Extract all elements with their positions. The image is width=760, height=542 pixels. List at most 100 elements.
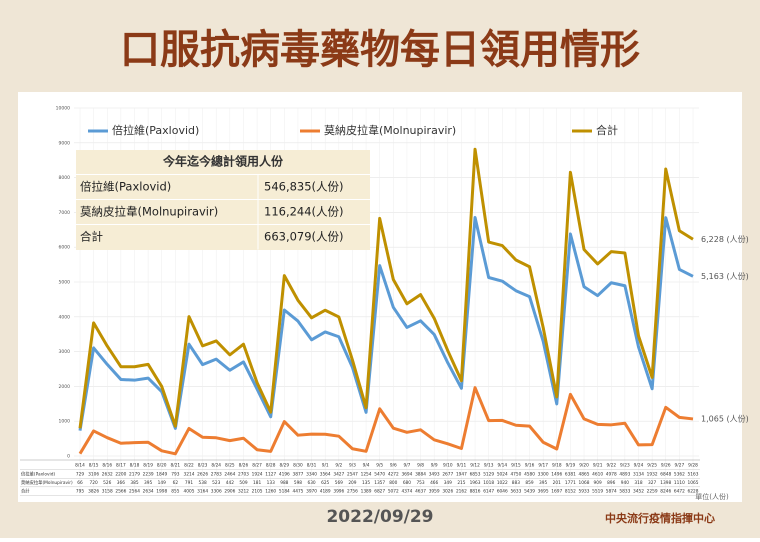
table-cell: 791 (185, 480, 193, 486)
x-tick-label: 9/1 (322, 463, 329, 469)
table-cell: 720 (90, 480, 98, 486)
x-tick-label: 8/22 (184, 463, 194, 469)
table-cell: 538 (198, 480, 206, 486)
table-cell: 6827 (374, 489, 385, 495)
x-tick-label: 9/17 (538, 463, 548, 469)
table-cell: 1254 (361, 472, 372, 478)
table-cell: 988 (280, 480, 288, 486)
table-cell: 3959 (429, 489, 440, 495)
table-cell: 753 (416, 480, 424, 486)
series-line (78, 386, 694, 456)
table-cell: 2547 (347, 472, 358, 478)
table-cell: 2259 (647, 489, 658, 495)
table-cell: 795 (76, 489, 84, 495)
x-tick-label: 9/10 (443, 463, 453, 469)
table-row-label: 合計 (21, 488, 30, 495)
table-cell: 2632 (102, 472, 113, 478)
summary-value: 663,079(人份) (264, 230, 344, 244)
table-cell: 8816 (470, 489, 481, 495)
table-cell: 1018 (483, 480, 494, 486)
table-cell: 62 (173, 480, 179, 486)
table-cell: 4475 (292, 489, 303, 495)
x-tick-label: 9/27 (675, 463, 685, 469)
table-cell: 1357 (374, 480, 385, 486)
table-cell: 630 (307, 480, 315, 486)
table-cell: 1022 (497, 480, 508, 486)
x-tick-label: 9/22 (606, 463, 616, 469)
table-cell: 466 (430, 480, 438, 486)
table-cell: 3452 (633, 489, 644, 495)
table-cell: 1924 (252, 472, 263, 478)
table-cell: 729 (76, 472, 84, 478)
table-cell: 1771 (565, 480, 576, 486)
table-cell: 4196 (279, 472, 290, 478)
summary-name: 莫納皮拉韋(Molnupiravir) (80, 205, 218, 219)
table-cell: 4374 (401, 489, 412, 495)
table-cell: 3106 (88, 472, 99, 478)
table-cell: 327 (648, 480, 656, 486)
x-tick-label: 8/19 (143, 463, 153, 469)
x-tick-label: 9/18 (552, 463, 562, 469)
x-tick-label: 9/2 (335, 463, 342, 469)
table-cell: 2464 (224, 472, 235, 478)
table-cell: 3694 (401, 472, 412, 478)
table-cell: 3884 (415, 472, 426, 478)
table-cell: 4005 (184, 489, 195, 495)
date: 2022/09/29 (326, 507, 433, 527)
x-tick-label: 9/25 (647, 463, 657, 469)
x-tick-label: 8/15 (89, 463, 99, 469)
x-tick-label: 8/21 (171, 463, 181, 469)
table-cell: 3306 (211, 489, 222, 495)
end-label: 5,163 (人份) (701, 271, 749, 281)
table-cell: 8246 (660, 489, 671, 495)
unit-label: 單位(人份) (695, 492, 729, 501)
series-line (78, 216, 694, 431)
table-cell: 1963 (470, 480, 481, 486)
table-row-label: 莫納皮拉韋(Molnupiravir) (21, 479, 73, 486)
table-cell: 4865 (579, 472, 590, 478)
end-label: 1,065 (人份) (701, 413, 749, 423)
table-cell: 149 (158, 480, 166, 486)
table-cell: 318 (634, 480, 642, 486)
table-cell: 366 (117, 480, 125, 486)
table-cell: 940 (621, 480, 629, 486)
y-tick-label: 7000 (59, 210, 71, 216)
summary-name: 合計 (80, 230, 103, 244)
table-cell: 5633 (510, 489, 521, 495)
table-cell: 1068 (579, 480, 590, 486)
table-cell: 181 (253, 480, 261, 486)
table-cell: 883 (512, 480, 520, 486)
table-cell: 896 (607, 480, 615, 486)
legend-label: 倍拉維(Paxlovid) (112, 123, 199, 137)
summary-value: 546,835(人份) (264, 180, 344, 194)
legend-label: 合計 (596, 123, 618, 137)
table-cell: 4893 (619, 472, 630, 478)
x-tick-label: 8/23 (198, 463, 208, 469)
y-tick-label: 10000 (56, 106, 70, 112)
y-tick-label: 3000 (59, 349, 71, 355)
table-cell: 2239 (143, 472, 154, 478)
x-tick-label: 8/25 (225, 463, 235, 469)
table-cell: 3826 (88, 489, 99, 495)
table-cell: 4750 (510, 472, 521, 478)
table-cell: 2566 (115, 489, 126, 495)
table-cell: 1260 (265, 489, 276, 495)
table-cell: 2200 (115, 472, 126, 478)
table-cell: 6381 (565, 472, 576, 478)
table-cell: 3026 (442, 489, 453, 495)
x-tick-label: 8/20 (157, 463, 167, 469)
table-cell: 8152 (565, 489, 576, 495)
x-tick-label: 9/19 (566, 463, 576, 469)
chart-title: 口服抗病毒藥物每日領用情形 (120, 27, 640, 73)
x-tick-label: 8/30 (293, 463, 303, 469)
table-cell: 1389 (361, 489, 372, 495)
table-cell: 3564 (320, 472, 331, 478)
table-cell: 5163 (688, 472, 699, 478)
y-tick-label: 2000 (59, 384, 71, 390)
x-tick-label: 9/14 (497, 463, 507, 469)
table-cell: 793 (171, 472, 179, 478)
table-cell: 4610 (592, 472, 603, 478)
table-cell: 598 (294, 480, 302, 486)
table-cell: 5519 (592, 489, 603, 495)
